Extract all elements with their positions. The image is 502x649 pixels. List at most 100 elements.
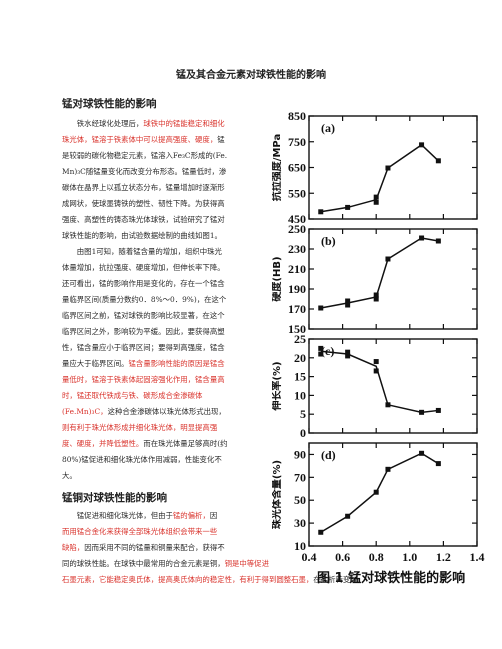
series-line	[320, 350, 439, 414]
y-tick-label: 150	[288, 322, 306, 336]
data-point	[435, 407, 441, 413]
series-line	[320, 452, 439, 533]
figure-caption: 图 1 锰对球铁性能的影响	[317, 570, 465, 586]
y-tick-label: 850	[288, 109, 306, 123]
text-line: 量临界区间(质量分数约0．8%～0．9%)，在这个	[62, 292, 264, 308]
text-line: 碳体在晶界上以孤立状态分布，锰量增加时逐渐形	[62, 180, 264, 196]
y-axis-label: 珠光体含量(%)	[272, 460, 283, 529]
text-run: 80%)锰促进和细化珠光体作用减弱，性能变化不	[62, 455, 222, 464]
text-line: 还可看出，锰的影响作用是变化的，存在一个锰含	[62, 276, 264, 292]
highlighted-text: 而用锰合金化来获得全部珠光体组织会带来一些	[62, 527, 218, 536]
highlighted-text: 时，锰还取代铁成与铁、碳形成合金渗碳体	[62, 391, 203, 400]
text-line: 石墨元素，它能稳定奥氏体，提高奥氏体向的稳定性，有利于得到圆整石墨，在共析转变时…	[62, 572, 365, 588]
data-point	[373, 199, 379, 205]
y-axis-label: 伸长率(%)	[272, 361, 283, 411]
y-tick-label: 20	[294, 351, 306, 365]
y-tick-label: 0	[300, 426, 306, 440]
data-point	[318, 529, 324, 535]
highlighted-text: 珠光体，锰溶于铁素体中可以提高强度、硬度，	[62, 135, 218, 144]
y-tick-label: 210	[288, 262, 306, 276]
panel-label: (d)	[321, 448, 336, 462]
text-run: 在共析转变时，	[313, 575, 366, 584]
text-line: 而用锰合金化来获得全部珠光体组织会带来一些	[62, 524, 264, 540]
text-run: 而在珠光体量足够高时(约	[143, 439, 228, 448]
text-line: 性，锰含量应小于临界区间；要得到高强度，锰含	[62, 340, 264, 356]
text-line: 临界区间之外，影响较为平缓。因此，要获得高塑	[62, 324, 264, 340]
data-point	[318, 351, 324, 357]
text-run: 碳体在晶界上以孤立状态分布，锰量增加时逐渐形	[62, 183, 225, 192]
text-line: 同的球铁性能。在球铁中最常用的合金元素是铜，铜是中等促进	[62, 556, 269, 572]
text-line: 成网状，使球墨铸铁的塑性、韧性下降。为获得高	[62, 196, 264, 212]
text-run: 临界区间之外，影响较为平缓。因此，要获得高塑	[62, 327, 225, 336]
y-tick-label: 25	[294, 332, 306, 346]
data-point	[435, 238, 441, 244]
text-line: 缺陷，因而采用不同的锰量和铜量来配合，获得不	[62, 540, 264, 556]
page-title: 锰及其合金元素对球铁性能的影响	[176, 70, 326, 81]
series-line	[320, 237, 439, 309]
text-line: 强度、高塑性的铸态珠光体球铁，试验研究了锰对	[62, 212, 264, 228]
y-tick-label: 230	[288, 242, 306, 256]
data-point	[385, 402, 391, 408]
data-point	[318, 305, 324, 311]
text-run: 同的球铁性能。在球铁中最常用的合金元素是铜，	[62, 559, 225, 568]
text-run: 还可看出，锰的影响作用是变化的，存在一个锰含	[62, 279, 225, 288]
highlighted-text: 量低时，锰溶于铁素体起固溶强化作用，锰含量高	[62, 375, 225, 384]
text-line: 时，锰还取代铁成与铁、碳形成合金渗碳体	[62, 388, 264, 404]
y-tick-label: 50	[294, 493, 306, 507]
y-tick-label: 450	[288, 212, 306, 226]
text-line: 临界区间之前，锰对球铁的影响比较显著，在这个	[62, 308, 264, 324]
text-line: 大。	[62, 468, 264, 484]
plot-frame	[308, 228, 478, 330]
text-run: 强度、高塑性的铸态珠光体球铁，试验研究了锰对	[62, 215, 225, 224]
y-tick-label: 5	[300, 407, 306, 421]
text-line: 度、硬度，并降低塑性。而在珠光体量足够高时(约	[62, 436, 264, 452]
data-point	[419, 409, 425, 415]
data-point	[385, 466, 391, 472]
data-point	[435, 158, 441, 164]
y-tick-label: 30	[294, 516, 306, 530]
highlighted-text: 石墨元素，它能稳定奥氏体，提高奥氏体向的稳定性，有利于得到圆整石墨，	[62, 575, 314, 584]
y-tick-label: 550	[288, 186, 306, 200]
data-point	[385, 165, 391, 171]
panel-label: (c)	[321, 344, 334, 358]
text-line: 锰促进和细化珠光体，但由于锰的偏析，因	[62, 508, 264, 524]
x-tick-label: 1.2	[436, 550, 451, 564]
text-run: 成网状，使球墨铸铁的塑性、韧性下降。为获得高	[62, 199, 225, 208]
highlighted-text: 缺陷，	[62, 543, 85, 552]
y-tick-label: 15	[294, 370, 306, 384]
figure-1-charts: 450550650750850抗拉强度/MPa(a)15017019021023…	[272, 109, 485, 586]
text-run: 因	[209, 511, 218, 520]
text-run: 体量增加，抗拉强度、硬度增加，但伸长率下降。	[62, 263, 225, 272]
paragraph: 由图1可知，随着锰含量的增加，组织中珠光 体量增加，抗拉强度、硬度增加，但伸长率下…	[62, 244, 264, 484]
text-line: 80%)锰促进和细化珠光体作用减弱，性能变化不	[62, 452, 264, 468]
y-tick-label: 70	[294, 470, 306, 484]
y-tick-label: 190	[288, 282, 306, 296]
highlighted-text: 球铁中的锰能稳定和细化	[143, 119, 225, 128]
text-run: 这种合金渗碳体以珠光体形式出现，	[107, 407, 226, 416]
text-run: 量临界区间(质量分数约0．8%～0．9%)，在这个	[62, 295, 227, 304]
text-run: 锰促进和细化珠光体，但由于	[62, 511, 173, 520]
highlighted-text: 则有利于珠光体形成并细化珠光体，明显提高强	[62, 423, 218, 432]
data-point	[345, 298, 351, 304]
highlighted-text: 锰含量影响性能的原因是锰含	[128, 359, 225, 368]
text-run: 由图1可知，随着锰含量的增加，组织中珠光	[62, 247, 222, 256]
highlighted-text: (Fe.Mn)₃C，	[62, 407, 108, 416]
plot-frame	[308, 338, 478, 434]
text-run: 因而采用不同的锰量和铜量来配合，获得不	[84, 543, 225, 552]
data-point	[373, 296, 379, 302]
panel-label: (a)	[321, 121, 335, 135]
highlighted-text: 锰的偏析，	[172, 511, 210, 520]
text-run: 大。	[62, 471, 77, 480]
section-heading-manganese: 锰对球铁性能的影响	[62, 98, 157, 110]
text-line: 量低时，锰溶于铁素体起固溶强化作用，锰含量高	[62, 372, 264, 388]
text-run: 是较弱的碳化物稳定元素，锰溶入Fe₃C形成的(Fe.	[62, 151, 228, 160]
y-tick-label: 10	[294, 388, 306, 402]
series-line	[320, 143, 439, 213]
x-tick-label: 1.4	[470, 550, 485, 564]
x-tick-label: 0.6	[335, 550, 350, 564]
data-point	[373, 292, 379, 298]
y-tick-label: 650	[288, 161, 306, 175]
data-point	[373, 368, 379, 374]
data-point	[318, 345, 324, 351]
text-run: 量应大于临界区间。	[62, 359, 129, 368]
